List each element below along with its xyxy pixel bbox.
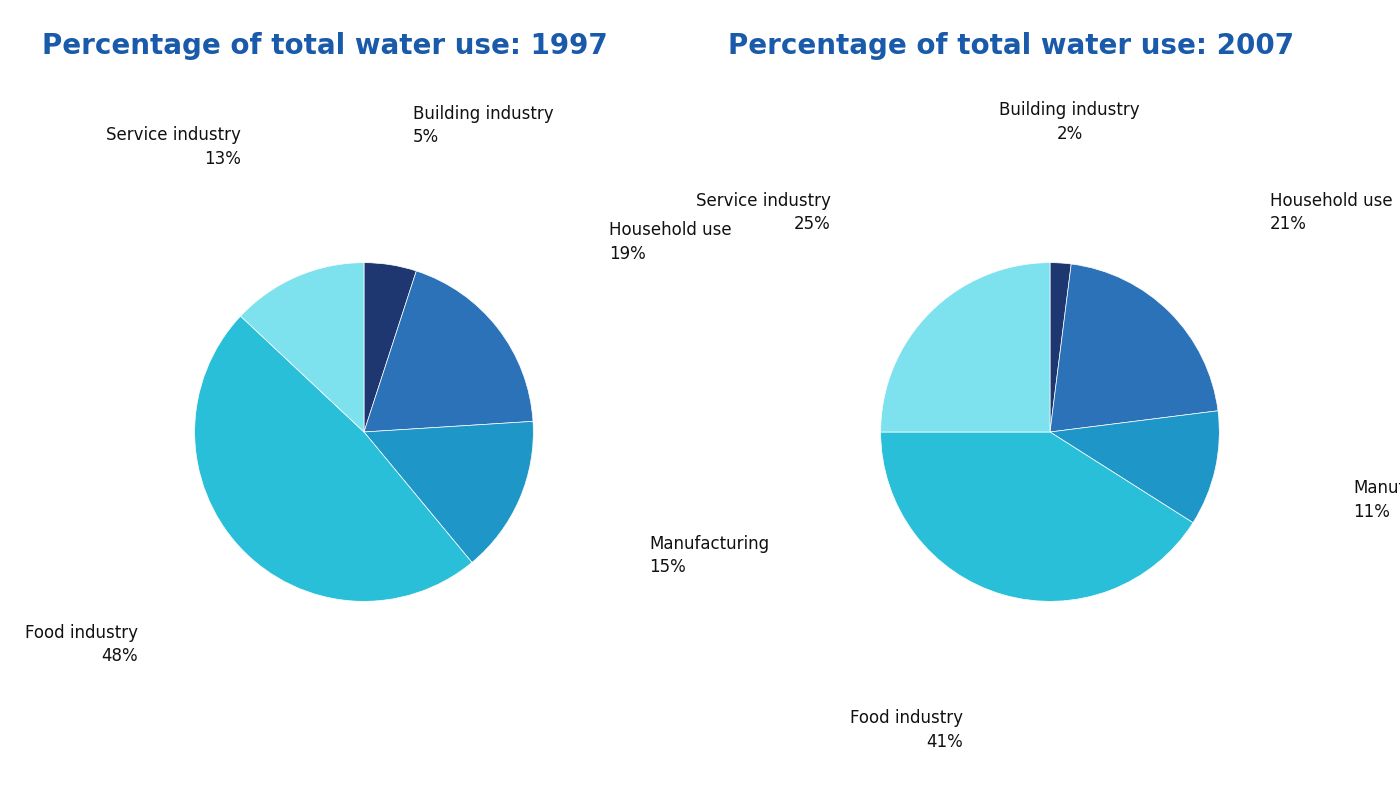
- Text: Percentage of total water use: 1997: Percentage of total water use: 1997: [42, 32, 608, 60]
- Text: Manufacturing
15%: Manufacturing 15%: [650, 534, 769, 576]
- Text: Household use
21%: Household use 21%: [1270, 192, 1392, 234]
- Text: Percentage of total water use: 2007: Percentage of total water use: 2007: [728, 32, 1294, 60]
- Wedge shape: [1050, 262, 1071, 432]
- Text: Building industry
5%: Building industry 5%: [413, 105, 553, 146]
- Text: Building industry
2%: Building industry 2%: [1000, 102, 1140, 143]
- Wedge shape: [195, 316, 472, 602]
- Text: Manufacturing
11%: Manufacturing 11%: [1352, 479, 1400, 521]
- Wedge shape: [364, 271, 533, 432]
- Text: Food industry
48%: Food industry 48%: [25, 624, 137, 666]
- Wedge shape: [1050, 410, 1219, 522]
- Text: Food industry
41%: Food industry 41%: [850, 710, 963, 751]
- Wedge shape: [241, 262, 364, 432]
- Text: Service industry
13%: Service industry 13%: [106, 126, 241, 168]
- Wedge shape: [364, 422, 533, 562]
- Text: Household use
19%: Household use 19%: [609, 221, 732, 262]
- Wedge shape: [1050, 264, 1218, 432]
- Wedge shape: [364, 262, 416, 432]
- Text: Service industry
25%: Service industry 25%: [696, 192, 830, 234]
- Wedge shape: [881, 262, 1050, 432]
- Wedge shape: [881, 432, 1193, 602]
